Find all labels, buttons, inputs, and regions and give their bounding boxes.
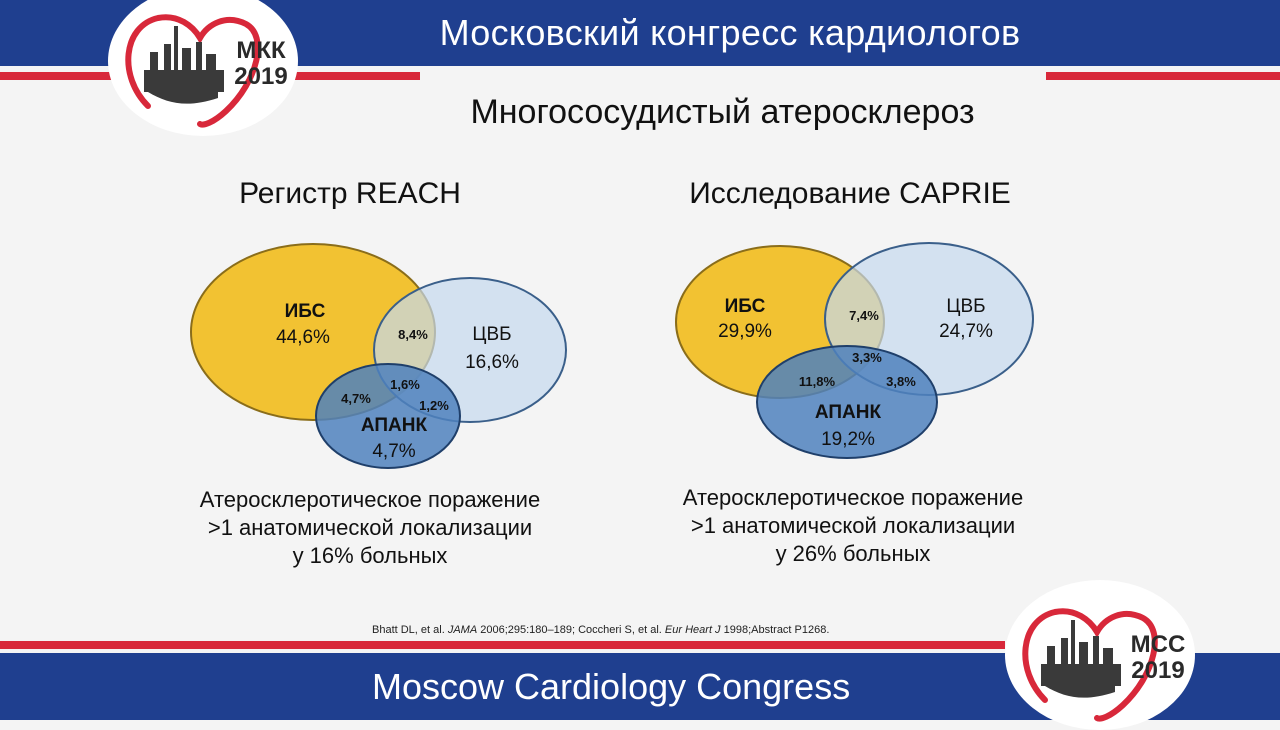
reference-journal2: Eur Heart J bbox=[664, 624, 721, 636]
venn-right-ibs-name: ИБС bbox=[725, 296, 766, 317]
venn-left-apank-value: 4,7% bbox=[372, 441, 415, 462]
venn-left-ibs-name: ИБС bbox=[285, 301, 326, 322]
venn-right-apank-value: 19,2% bbox=[821, 429, 875, 450]
venn-left-apank-name: АПАНК bbox=[361, 415, 428, 436]
venn-left-cvb-name: ЦВБ bbox=[472, 324, 511, 345]
footer-red-line-left bbox=[0, 641, 1005, 649]
venn-right-apank-circle bbox=[756, 345, 938, 459]
venn-left-apank-circle bbox=[315, 363, 461, 469]
venn-left-all-three-value: 1,6% bbox=[390, 377, 420, 392]
right-caption-line1: Атеросклеротическое поражение bbox=[682, 485, 1024, 510]
venn-right-ibs-apank-value: 11,8% bbox=[799, 374, 836, 389]
heart-city-icon bbox=[125, 14, 261, 128]
reference-part3: 1998;Abstract P1268. bbox=[720, 624, 830, 636]
venn-right-cvb-value: 24,7% bbox=[939, 321, 993, 342]
congress-logo-top: МКК 2019 bbox=[108, 0, 298, 136]
venn-right-cvb-apank-value: 3,8% bbox=[886, 374, 916, 389]
logo-top-text: МКК 2019 bbox=[226, 38, 296, 90]
logo-bottom-line1: MCC bbox=[1130, 631, 1186, 658]
left-caption-line2: >1 анатомической локализации bbox=[207, 515, 533, 540]
reference-part1: Bhatt DL, et al. bbox=[372, 624, 448, 636]
venn-right-apank-name: АПАНК bbox=[815, 402, 882, 423]
slide-title: Многососудистый атеросклероз bbox=[470, 93, 975, 131]
heart-city-icon bbox=[1022, 608, 1158, 722]
right-caption-line3: у 26% больных bbox=[775, 541, 931, 566]
logo-bottom-text: MCC 2019 bbox=[1123, 632, 1193, 684]
venn-left-cvb-value: 16,6% bbox=[465, 352, 519, 373]
reference-text: Bhatt DL, et al. JAMA 2006;295:180–189; … bbox=[372, 624, 829, 636]
header-red-line-right bbox=[1046, 72, 1280, 80]
reference-journal1: JAMA bbox=[447, 624, 478, 636]
logo-bottom-line2: 2019 bbox=[1131, 657, 1185, 684]
right-panel-title: Исследование CAPRIE bbox=[689, 177, 1011, 210]
venn-left-ibs-value: 44,6% bbox=[276, 327, 330, 348]
logo-top-line1: МКК bbox=[236, 37, 286, 64]
reference-part2: 2006;295:180–189; Coccheri S, et al. bbox=[477, 624, 665, 636]
left-caption-line3: у 16% больных bbox=[292, 543, 448, 568]
venn-left-ibs-apank-value: 4,7% bbox=[341, 391, 371, 406]
venn-right-ibs-value: 29,9% bbox=[718, 321, 772, 342]
left-caption: Атеросклеротическое поражение >1 анатоми… bbox=[160, 486, 580, 570]
logo-top-line2: 2019 bbox=[234, 63, 288, 90]
left-caption-line1: Атеросклеротическое поражение bbox=[199, 487, 541, 512]
header-title: Московский конгресс кардиологов bbox=[439, 12, 1021, 53]
venn-left-ibs-cvb-value: 8,4% bbox=[398, 327, 428, 342]
venn-right-all-three-value: 3,3% bbox=[852, 350, 882, 365]
right-caption: Атеросклеротическое поражение >1 анатоми… bbox=[643, 484, 1063, 568]
right-caption-line2: >1 анатомической локализации bbox=[690, 513, 1016, 538]
footer-title: Moscow Cardiology Congress bbox=[372, 665, 851, 707]
venn-right-cvb-name: ЦВБ bbox=[946, 296, 985, 317]
venn-right-ibs-cvb-value: 7,4% bbox=[849, 308, 879, 323]
left-panel-title: Регистр REACH bbox=[239, 177, 461, 210]
venn-left-cvb-apank-value: 1,2% bbox=[419, 398, 449, 413]
venn-left: ИБС 44,6% ЦВБ 16,6% 8,4% 4,7% 1,6% 1,2% … bbox=[190, 243, 567, 469]
venn-right: ИБС 29,9% ЦВБ 24,7% 7,4% 3,3% 11,8% 3,8%… bbox=[675, 242, 1034, 459]
congress-logo-bottom: MCC 2019 bbox=[1005, 580, 1195, 730]
